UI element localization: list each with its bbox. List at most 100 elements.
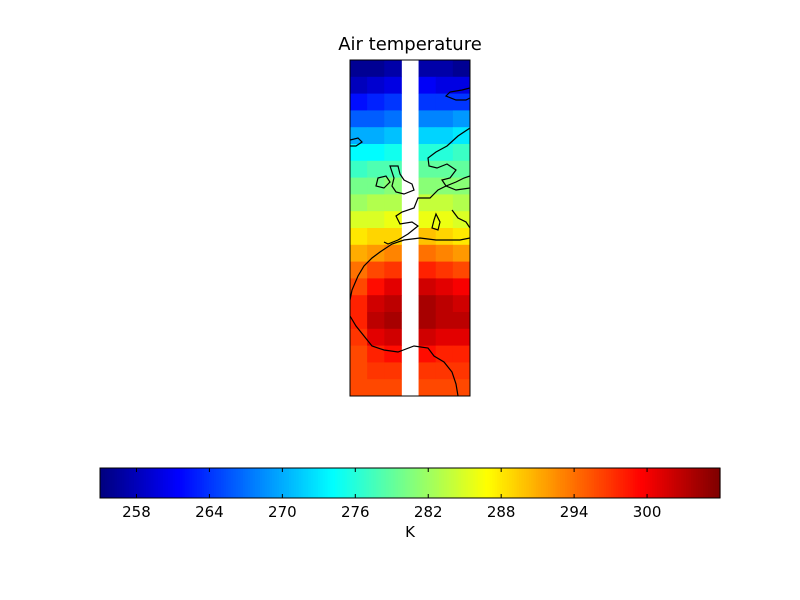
colorbar-segment [136, 468, 140, 498]
colorbar-segment [492, 468, 496, 498]
colorbar-segment [535, 468, 539, 498]
colorbar-segment [342, 468, 346, 498]
heatmap-cell [418, 160, 437, 178]
heatmap-cell [452, 93, 471, 111]
colorbar-segment [250, 468, 254, 498]
colorbar-segment [104, 468, 108, 498]
colorbar-segment [233, 468, 237, 498]
colorbar-segment [477, 468, 481, 498]
colorbar-tick-label: 270 [268, 503, 297, 521]
colorbar-segment [502, 468, 506, 498]
colorbar-segment [371, 468, 375, 498]
colorbar-segment [543, 468, 547, 498]
colorbar-segment [516, 468, 520, 498]
colorbar-segment [659, 468, 663, 498]
colorbar-tick-label: 258 [122, 503, 151, 521]
heatmap-cell [367, 362, 385, 380]
colorbar-segment [465, 468, 469, 498]
colorbar-segment [288, 468, 292, 498]
colorbar-segment [627, 468, 631, 498]
heatmap-cell [367, 144, 385, 162]
colorbar-segment [649, 468, 653, 498]
heatmap-cell [452, 295, 471, 313]
colorbar-segment [654, 468, 658, 498]
colorbar-segment [482, 468, 486, 498]
colorbar-segment [194, 468, 198, 498]
colorbar-segment [116, 468, 120, 498]
colorbar-segment [591, 468, 595, 498]
colorbar-segment [138, 468, 142, 498]
heatmap-cell [384, 76, 402, 94]
colorbar-segment [613, 468, 617, 498]
colorbar-segment [160, 468, 164, 498]
colorbar-segment [431, 468, 435, 498]
colorbar-segment [279, 468, 283, 498]
colorbar-segment [603, 468, 607, 498]
heatmap-cell [384, 127, 402, 145]
heatmap-cell [367, 160, 385, 178]
heatmap-cell [452, 60, 471, 78]
colorbar-segment [453, 468, 457, 498]
heatmap-cell [435, 362, 454, 380]
colorbar-segment [511, 468, 515, 498]
colorbar-segment [347, 468, 351, 498]
heatmap-cell [367, 228, 385, 246]
colorbar-segment [216, 468, 220, 498]
colorbar-segment [373, 468, 377, 498]
colorbar-segment [206, 468, 210, 498]
colorbar-segment [119, 468, 123, 498]
colorbar-segment [383, 468, 387, 498]
heatmap-cell [435, 379, 454, 397]
map-frame [349, 59, 471, 397]
coastlines [350, 87, 470, 396]
colorbar-segment [497, 468, 501, 498]
colorbar-segment [325, 468, 329, 498]
heatmap-cell [367, 328, 385, 346]
heatmap-cell [418, 60, 437, 78]
colorbar-segment [499, 468, 503, 498]
colorbar-segment [589, 468, 593, 498]
coastline-scandinavia [427, 127, 470, 187]
heatmap-cell [367, 110, 385, 128]
colorbar-segment [264, 468, 268, 498]
heatmap-cell [452, 76, 471, 94]
colorbar-segment [327, 468, 331, 498]
heatmap-cell [384, 328, 402, 346]
colorbar-segment [344, 468, 348, 498]
colorbar-segment [388, 468, 392, 498]
colorbar-tick-label: 288 [487, 503, 516, 521]
heatmap-cell [418, 144, 437, 162]
colorbar-segment [531, 468, 535, 498]
heatmap-cell [418, 244, 437, 262]
heatmap-cell [418, 93, 437, 111]
colorbar-segment [548, 468, 552, 498]
colorbar-segment [540, 468, 544, 498]
colorbar-segment [269, 468, 273, 498]
colorbar-segment [133, 468, 137, 498]
colorbar-segment [705, 468, 709, 498]
colorbar-segment [284, 468, 288, 498]
colorbar-segment [322, 468, 326, 498]
colorbar-segment [412, 468, 416, 498]
colorbar-segment [555, 468, 559, 498]
colorbar-segment [470, 468, 474, 498]
colorbar-segment [608, 468, 612, 498]
colorbar-segment [640, 468, 644, 498]
heatmap-cell [350, 211, 368, 229]
heatmap-cell [384, 228, 402, 246]
colorbar-segment [577, 468, 581, 498]
colorbar-tick-label: 300 [633, 503, 662, 521]
heatmap-cell [367, 76, 385, 94]
heatmap-cell [435, 295, 454, 313]
colorbar-segment [446, 468, 450, 498]
colorbar-segment [710, 468, 714, 498]
colorbar-segment [332, 468, 336, 498]
colorbar-segment [400, 468, 404, 498]
colorbar-segment [480, 468, 484, 498]
heatmap-cell [435, 211, 454, 229]
colorbar-segment [434, 468, 438, 498]
heatmap-cells [350, 60, 471, 397]
colorbar-segment [661, 468, 665, 498]
colorbar-segment [317, 468, 321, 498]
colorbar-segment [673, 468, 677, 498]
